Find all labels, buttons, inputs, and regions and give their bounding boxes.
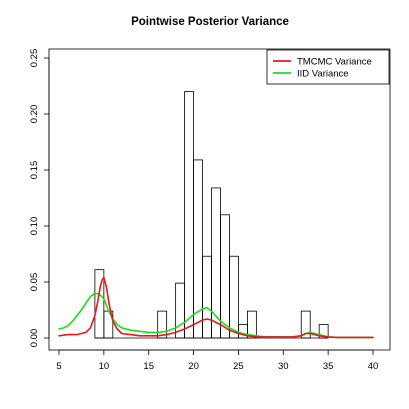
x-tick-label: 35 (323, 361, 334, 372)
y-axis: 0.00 0.05 0.10 0.15 0.20 0.25 (29, 49, 50, 348)
x-tick-label: 10 (99, 361, 110, 372)
legend-label: IID Variance (297, 69, 349, 80)
legend-label: TMCMC Variance (297, 57, 372, 68)
x-tick-label: 30 (278, 361, 289, 372)
histogram-bar (229, 255, 239, 339)
y-tick-label: 0.05 (29, 273, 40, 292)
series-lines (58, 276, 374, 339)
histogram-bar (246, 310, 257, 339)
y-tick-label: 0.25 (29, 49, 40, 68)
histogram (94, 91, 329, 339)
x-tick-label: 15 (143, 361, 154, 372)
y-tick-label: 0.15 (29, 161, 40, 180)
x-tick-label: 40 (368, 361, 379, 372)
x-tick-label: 25 (233, 361, 244, 372)
histogram-bar (202, 255, 212, 339)
series-line-iid-variance (58, 292, 374, 339)
x-tick-label: 5 (56, 361, 61, 372)
x-axis: 5 10 15 20 25 30 35 40 (56, 349, 379, 372)
histogram-bar (220, 214, 230, 339)
y-tick-label: 0.20 (29, 105, 40, 124)
series-line-tmcmc-variance (58, 276, 374, 339)
plot-frame (48, 48, 391, 351)
x-tick-label: 20 (188, 361, 199, 372)
legend-box (266, 49, 390, 85)
histogram-bar (184, 91, 194, 339)
chart-title: Pointwise Posterior Variance (131, 16, 289, 28)
y-tick-label: 0.00 (29, 329, 40, 348)
histogram-bar (157, 310, 168, 339)
y-tick-label: 0.10 (29, 217, 40, 236)
